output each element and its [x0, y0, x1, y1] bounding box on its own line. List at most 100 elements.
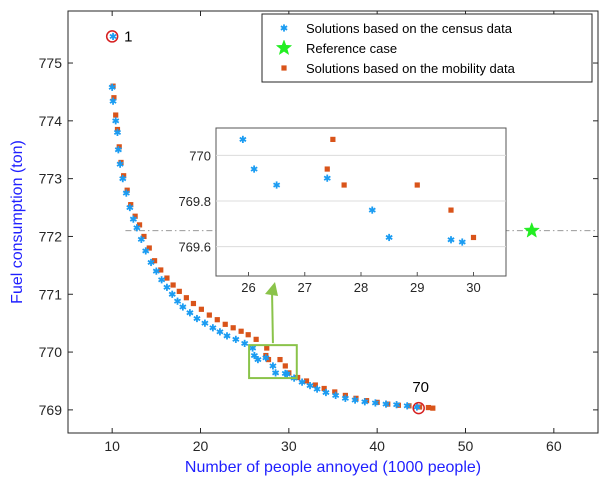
asterisk-stroke — [112, 118, 120, 124]
inset-chart: 769.6 769.8 770 26 27 28 29 30 — [178, 127, 507, 295]
asterisk-stroke — [322, 389, 330, 396]
census-point — [193, 314, 201, 323]
asterisk-stroke — [158, 277, 166, 283]
y-tick-label: 769 — [39, 402, 63, 418]
x-tick-label: 30 — [281, 438, 297, 454]
census-point — [152, 267, 160, 275]
y-tick-label: 770 — [39, 344, 63, 360]
y-tick-label: 773 — [39, 171, 63, 187]
asterisk-stroke — [458, 239, 466, 245]
census-point — [403, 402, 411, 410]
asterisk-stroke — [239, 136, 247, 142]
x-tick-label: 40 — [369, 438, 385, 454]
y-axis-label: Fuel consumption (ton) — [9, 140, 26, 304]
inset-x-tick-label: 26 — [241, 280, 255, 295]
census-point — [109, 97, 117, 105]
y-tick-label: 771 — [39, 286, 63, 302]
census-point — [158, 276, 166, 284]
mobility-point — [303, 378, 310, 384]
census-point — [269, 362, 277, 370]
asterisk-stroke — [122, 190, 130, 196]
mobility-point — [158, 267, 164, 273]
annotation-label: 1 — [124, 28, 132, 45]
asterisk-stroke — [332, 392, 340, 399]
inset-mobility-point — [414, 182, 420, 188]
inset-y-tick-label: 770 — [189, 148, 211, 163]
census-point — [254, 355, 262, 364]
annotation-label: 70 — [412, 379, 429, 396]
mobility-point — [230, 325, 236, 331]
asterisk-stroke — [371, 400, 379, 406]
asterisk-stroke — [368, 207, 376, 213]
census-point — [393, 401, 401, 409]
census-point — [209, 324, 217, 332]
asterisk-stroke — [341, 395, 349, 401]
mobility-point — [141, 233, 147, 240]
mobility-point — [132, 213, 138, 219]
asterisk-stroke — [152, 268, 160, 274]
mobility-point — [312, 382, 318, 388]
asterisk-stroke — [241, 340, 249, 346]
asterisk-stroke — [223, 333, 231, 339]
inset-x-tick-label: 28 — [354, 280, 368, 295]
mobility-point — [164, 275, 170, 281]
census-point — [109, 32, 117, 41]
asterisk-stroke — [447, 237, 455, 243]
asterisk-stroke — [201, 320, 209, 326]
asterisk-stroke — [382, 401, 390, 407]
mobility-point — [238, 328, 244, 334]
asterisk-stroke — [142, 248, 150, 254]
asterisk-stroke — [137, 236, 145, 242]
reference-point — [523, 221, 541, 238]
mobility-point — [198, 306, 204, 312]
asterisk-stroke — [250, 352, 258, 359]
census-point — [313, 385, 321, 393]
asterisk-stroke — [114, 147, 122, 153]
asterisk-stroke — [109, 33, 117, 40]
census-point — [142, 247, 150, 255]
x-tick-label: 50 — [458, 438, 474, 454]
inset-y-tick-label: 769.6 — [178, 240, 211, 255]
census-point — [361, 398, 369, 406]
asterisk-stroke — [133, 225, 141, 231]
inset-census-point — [323, 174, 331, 182]
asterisk-stroke — [232, 336, 240, 342]
mobility-point — [183, 295, 189, 301]
legend-label: Solutions based on the census data — [306, 21, 513, 36]
inset-x-tick-label: 30 — [466, 280, 480, 295]
asterisk-stroke — [216, 329, 224, 335]
asterisk-stroke — [209, 325, 217, 331]
asterisk-stroke — [306, 383, 314, 389]
asterisk-stroke — [193, 315, 201, 322]
inset-census-point — [239, 135, 247, 144]
y-tick-label: 775 — [39, 55, 63, 71]
asterisk-stroke — [269, 363, 277, 369]
asterisk-stroke — [361, 399, 369, 405]
census-point — [119, 175, 127, 183]
mobility-point — [151, 258, 158, 264]
asterisk-stroke — [129, 216, 137, 222]
inset-mobility-point — [448, 207, 454, 213]
asterisk-stroke — [254, 357, 262, 363]
inset-frame — [215, 127, 507, 277]
census-point — [241, 339, 249, 347]
asterisk-stroke — [413, 404, 421, 410]
mobility-point — [425, 404, 431, 411]
inset-census-point — [273, 181, 281, 189]
census-point — [272, 369, 280, 377]
mobility-point — [416, 404, 423, 410]
census-point — [186, 309, 194, 317]
legend-mobility-marker — [281, 65, 287, 71]
asterisk-stroke — [168, 291, 176, 297]
mobility-point — [222, 321, 228, 327]
legend-label: Reference case — [306, 41, 397, 56]
census-point — [322, 388, 330, 397]
inset-mobility-point — [341, 182, 347, 188]
mobility-point — [206, 312, 212, 318]
census-point — [108, 83, 116, 91]
legend-census-marker — [280, 24, 288, 32]
asterisk-stroke — [113, 129, 122, 135]
annotation-circle — [105, 30, 119, 43]
census-point — [122, 189, 130, 197]
